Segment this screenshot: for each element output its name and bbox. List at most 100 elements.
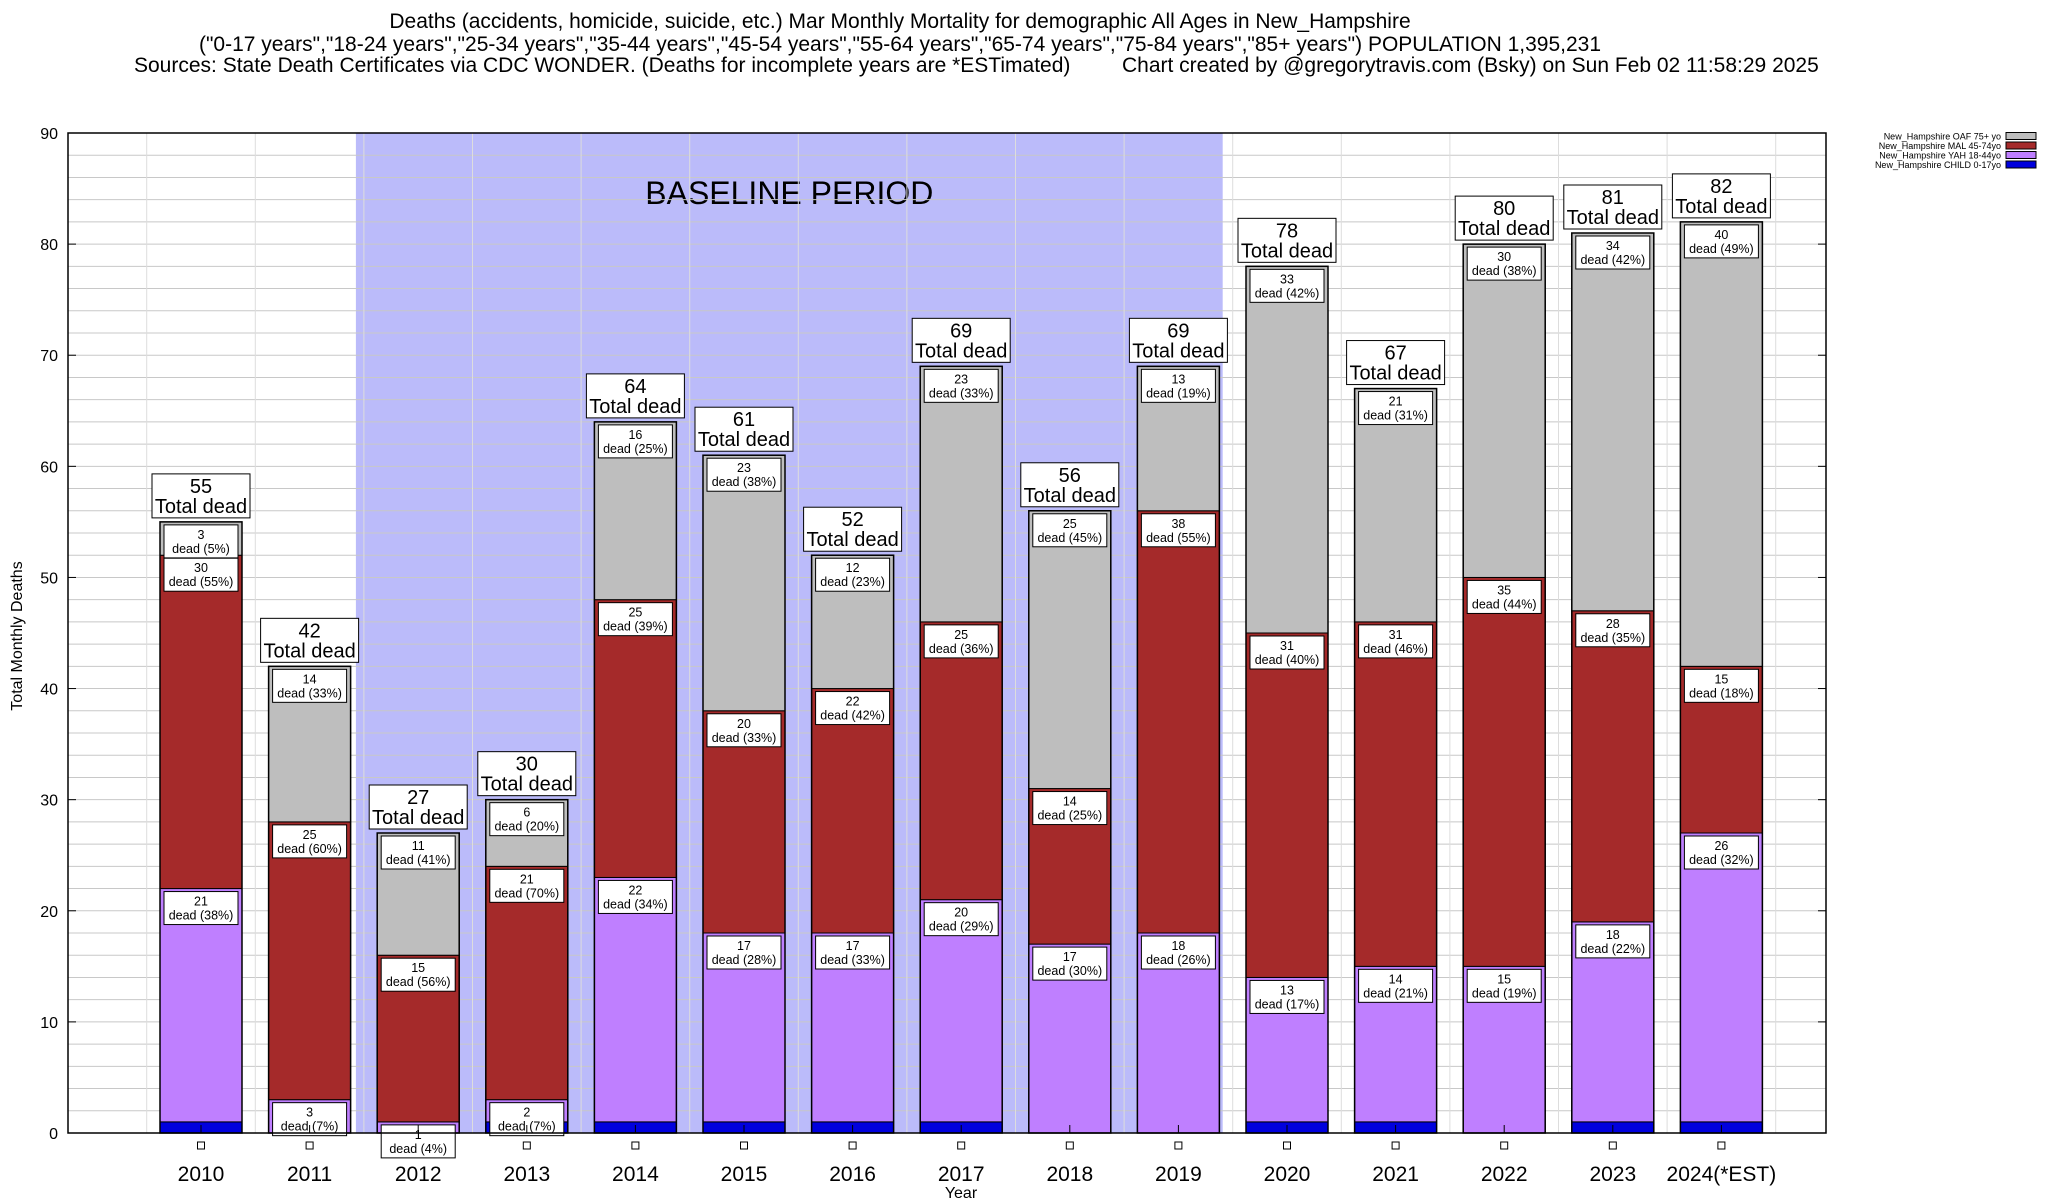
segment-label-count: 17 <box>737 939 751 953</box>
segment-label-count: 23 <box>954 372 968 386</box>
segment-label-box <box>1358 968 1434 1003</box>
segment-label-box <box>163 524 239 559</box>
bar-segment <box>1354 388 1438 623</box>
segment-label-count: 25 <box>1063 517 1077 531</box>
x-tick-label: 2019 <box>1155 1163 1202 1186</box>
segment-label-box <box>597 424 673 459</box>
total-label-suffix: Total dead <box>1567 207 1659 229</box>
segment-label-box <box>1032 791 1108 826</box>
segment-label-box <box>815 557 891 592</box>
segment-label-percent: dead (38%) <box>1472 264 1537 278</box>
total-label-value: 42 <box>298 620 320 642</box>
bar-segment <box>702 454 786 712</box>
total-label-value: 81 <box>1602 187 1624 209</box>
total-label-suffix: Total dead <box>1675 196 1767 218</box>
segment-label-percent: dead (4%) <box>389 1142 447 1156</box>
total-label-box <box>368 784 468 830</box>
bar-segment <box>702 710 786 934</box>
segment-label-count: 21 <box>1389 395 1403 409</box>
bar-segment <box>1028 510 1112 790</box>
segment-label-percent: dead (49%) <box>1689 242 1754 256</box>
bar-segment <box>919 899 1003 1123</box>
segment-label-percent: dead (26%) <box>1146 953 1211 967</box>
total-label-box <box>694 406 794 452</box>
segment-label-percent: dead (42%) <box>1255 286 1320 300</box>
legend-swatch <box>2005 132 2037 140</box>
segment-label-count: 23 <box>737 461 751 475</box>
bar-segment <box>1462 243 1546 578</box>
bar-base-marker <box>1283 1141 1291 1150</box>
total-label-box <box>1237 217 1337 263</box>
segment-label-box <box>1358 624 1434 659</box>
segment-label-count: 25 <box>954 628 968 642</box>
segment-label-count: 3 <box>306 1106 313 1120</box>
total-label-box <box>1671 173 1771 219</box>
segment-label-count: 33 <box>1280 272 1294 286</box>
bar-base-marker <box>305 1141 314 1150</box>
total-label-suffix: Total dead <box>1024 485 1116 507</box>
bar-segment <box>1571 232 1655 612</box>
total-label-box <box>1563 184 1663 230</box>
segment-label-percent: dead (60%) <box>277 842 342 856</box>
segment-label-count: 18 <box>1171 939 1185 953</box>
bar-base-marker <box>1174 1141 1183 1150</box>
y-tick-label: 30 <box>40 793 58 810</box>
plot-frame <box>67 132 1827 1134</box>
segment-label-box <box>1575 613 1651 648</box>
segment-label-count: 11 <box>412 839 425 853</box>
segment-label-percent: dead (36%) <box>929 642 994 656</box>
segment-label-box <box>1140 513 1216 548</box>
total-label-suffix: Total dead <box>589 396 681 418</box>
segment-label-percent: dead (38%) <box>169 909 234 923</box>
bar-segment <box>593 876 677 1123</box>
segment-label-count: 21 <box>520 872 534 886</box>
bar-base-marker <box>957 1141 966 1150</box>
segment-label-percent: dead (35%) <box>1580 631 1645 645</box>
x-tick-label: 2013 <box>503 1163 550 1186</box>
segment-label-box <box>1683 835 1759 870</box>
total-label-suffix: Total dead <box>372 807 464 829</box>
segment-label-box <box>1249 635 1325 670</box>
segment-label-percent: dead (22%) <box>1580 942 1645 956</box>
total-label-box <box>1128 317 1228 363</box>
segment-label-percent: dead (46%) <box>1363 642 1428 656</box>
bar-segment <box>1245 632 1329 978</box>
bar-segment <box>159 554 243 890</box>
legend-label: New_Hampshire MAL 45-74yo <box>1879 141 2001 151</box>
legend-label: New_Hampshire OAF 75+ yo <box>1884 132 2001 142</box>
total-label-box <box>803 506 903 552</box>
y-axis-label: Total Monthly Deaths <box>9 561 26 710</box>
segment-label-count: 14 <box>1063 795 1077 809</box>
segment-label-count: 26 <box>1714 839 1728 853</box>
total-label-box <box>1020 462 1120 508</box>
segment-label-box <box>1358 391 1434 426</box>
total-label-box <box>260 617 360 663</box>
y-tick-label: 70 <box>40 348 58 365</box>
segment-label-box <box>380 835 456 870</box>
bar-segment <box>1136 510 1220 934</box>
bar-segment <box>1571 610 1655 923</box>
x-tick-label: 2022 <box>1481 1163 1528 1186</box>
total-label-box <box>1454 195 1554 241</box>
segment-label-count: 14 <box>303 672 317 686</box>
